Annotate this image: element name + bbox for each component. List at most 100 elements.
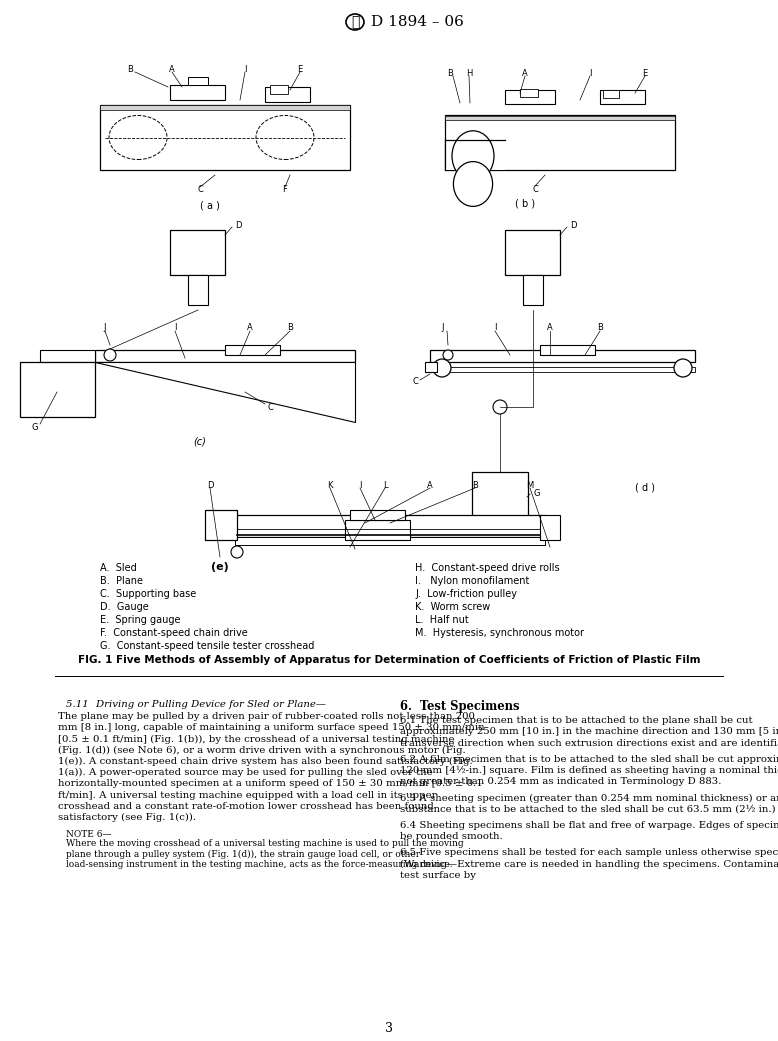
Text: C: C [412, 378, 418, 386]
Polygon shape [95, 362, 355, 422]
Bar [520, 88, 538, 97]
Bar [20, 362, 95, 417]
Text: 5.11   Driving or Pulling Device for Sled or Plane—: 5.11 Driving or Pulling Device for Sled … [66, 700, 326, 709]
Text: B: B [127, 66, 133, 75]
Text: load-sensing instrument in the testing machine, acts as the force-measuring devi: load-sensing instrument in the testing m… [66, 860, 453, 869]
Bar [170, 85, 225, 100]
Text: 6.5 Five specimens shall be tested for each sample unless otherwise specified.: 6.5 Five specimens shall be tested for e… [400, 848, 778, 857]
Text: 6.3 A sheeting specimen (greater than 0.254 mm nominal thickness) or another: 6.3 A sheeting specimen (greater than 0.… [400, 793, 778, 803]
Text: M: M [527, 481, 534, 489]
Text: FIG. 1 Five Methods of Assembly of Apparatus for Determination of Coefficients o: FIG. 1 Five Methods of Assembly of Appar… [78, 655, 700, 665]
Text: 6.2 A film specimen that is to be attached to the sled shall be cut approximatel: 6.2 A film specimen that is to be attach… [400, 755, 778, 764]
Text: horizontally-mounted specimen at a uniform speed of 150 ± 30 mm/min [0.5 ± 0.1: horizontally-mounted specimen at a unifo… [58, 780, 483, 788]
Text: K: K [328, 481, 333, 489]
Bar [100, 105, 350, 170]
Text: 3: 3 [385, 1021, 393, 1035]
Text: B: B [287, 324, 293, 332]
Text: D: D [569, 221, 576, 229]
Bar [600, 90, 645, 104]
Text: B: B [447, 69, 453, 77]
Bar [603, 90, 619, 98]
Text: F: F [282, 185, 287, 195]
Bar [472, 472, 528, 517]
Text: 120-mm [4½-in.] square. Film is defined as sheeting having a nominal thickness o: 120-mm [4½-in.] square. Film is defined … [400, 766, 778, 776]
Text: B.  Plane: B. Plane [100, 576, 143, 586]
Text: not greater than 0.254 mm as indicated in Terminology D 883.: not greater than 0.254 mm as indicated i… [400, 778, 721, 786]
Text: A: A [427, 481, 433, 489]
Bar [540, 345, 595, 355]
Text: I.   Nylon monofilament: I. Nylon monofilament [415, 576, 529, 586]
Text: K.  Worm screw: K. Worm screw [415, 602, 490, 612]
Bar [540, 515, 560, 540]
Bar [188, 275, 208, 305]
Text: L.  Half nut: L. Half nut [415, 615, 469, 625]
Text: (c): (c) [194, 437, 206, 447]
Text: L: L [383, 481, 387, 489]
Text: B: B [472, 481, 478, 489]
Text: be rounded smooth.: be rounded smooth. [400, 832, 503, 841]
Bar [523, 275, 543, 305]
Text: (e): (e) [211, 562, 229, 572]
Ellipse shape [674, 359, 692, 377]
Text: D 1894 – 06: D 1894 – 06 [371, 15, 464, 29]
Text: D: D [207, 481, 213, 489]
Ellipse shape [433, 359, 451, 377]
Ellipse shape [443, 350, 453, 360]
Text: approximately 250 mm [10 in.] in the machine direction and 130 mm [5 in.] in the: approximately 250 mm [10 in.] in the mac… [400, 728, 778, 736]
Text: ft/min]. A universal testing machine equipped with a load cell in its upper: ft/min]. A universal testing machine equ… [58, 790, 436, 799]
Text: mm [8 in.] long, capable of maintaining a uniform surface speed 150 ± 30 mm/min: mm [8 in.] long, capable of maintaining … [58, 723, 485, 733]
Text: I: I [244, 66, 247, 75]
Ellipse shape [109, 116, 167, 159]
Text: The plane may be pulled by a driven pair of rubber-coated rolls not less than 20: The plane may be pulled by a driven pair… [58, 712, 475, 721]
Bar [270, 85, 288, 94]
Text: G: G [534, 489, 540, 499]
Bar [505, 230, 560, 275]
Bar [188, 77, 208, 85]
Text: C: C [532, 185, 538, 195]
Text: I: I [359, 481, 361, 489]
Text: 6.  Test Specimens: 6. Test Specimens [400, 700, 520, 713]
Text: NOTE 6—: NOTE 6— [66, 831, 111, 839]
Text: crosshead and a constant rate-of-motion lower crosshead has been found: crosshead and a constant rate-of-motion … [58, 802, 434, 811]
Ellipse shape [231, 545, 243, 558]
Text: G: G [32, 423, 38, 432]
Text: ( d ): ( d ) [635, 482, 655, 492]
Text: substance that is to be attached to the sled shall be cut 63.5 mm (2½ in.) squar: substance that is to be attached to the … [400, 805, 778, 814]
Text: A: A [247, 324, 253, 332]
Text: Ⓐ: Ⓐ [351, 15, 359, 29]
Text: C: C [267, 403, 273, 411]
Bar [345, 520, 410, 540]
Bar [205, 510, 237, 540]
Text: 6.4 Sheeting specimens shall be flat and free of warpage. Edges of specimens sha: 6.4 Sheeting specimens shall be flat and… [400, 820, 778, 830]
Text: Where the moving crosshead of a universal testing machine is used to pull the mo: Where the moving crosshead of a universa… [66, 839, 464, 848]
Bar [350, 510, 405, 520]
Ellipse shape [454, 161, 492, 206]
Bar [95, 350, 355, 362]
Text: F.  Constant-speed chain drive: F. Constant-speed chain drive [100, 628, 247, 638]
Bar [235, 515, 545, 537]
Text: (Warning—Extreme care is needed in handling the specimens. Contamination of the: (Warning—Extreme care is needed in handl… [400, 860, 778, 868]
Text: C: C [197, 185, 203, 195]
Bar [445, 139, 505, 170]
Text: E.  Spring gauge: E. Spring gauge [100, 615, 180, 625]
Text: C.  Supporting base: C. Supporting base [100, 589, 196, 599]
Text: ( a ): ( a ) [200, 200, 220, 210]
Text: satisfactory (see Fig. 1(c)).: satisfactory (see Fig. 1(c)). [58, 813, 196, 822]
Text: I: I [173, 324, 177, 332]
Ellipse shape [256, 116, 314, 159]
Text: M.  Hysteresis, synchronous motor: M. Hysteresis, synchronous motor [415, 628, 584, 638]
Text: A: A [522, 69, 528, 77]
Text: J: J [103, 324, 107, 332]
Text: 1(e)). A constant-speed chain drive system has also been found satisfactory (Fig: 1(e)). A constant-speed chain drive syst… [58, 757, 473, 766]
Text: (Fig. 1(d)) (see Note 6), or a worm drive driven with a synchronous motor (Fig.: (Fig. 1(d)) (see Note 6), or a worm driv… [58, 745, 466, 755]
Text: I: I [494, 324, 496, 332]
Bar [430, 367, 695, 372]
Text: I: I [589, 69, 591, 77]
Text: H.  Constant-speed drive rolls: H. Constant-speed drive rolls [415, 563, 559, 573]
Text: B: B [597, 324, 603, 332]
Bar [425, 362, 437, 372]
Ellipse shape [493, 400, 507, 414]
Bar [430, 350, 695, 362]
Ellipse shape [452, 131, 494, 181]
Text: plane through a pulley system (Fig. 1(d)), the strain gauge load cell, or other: plane through a pulley system (Fig. 1(d)… [66, 849, 420, 859]
